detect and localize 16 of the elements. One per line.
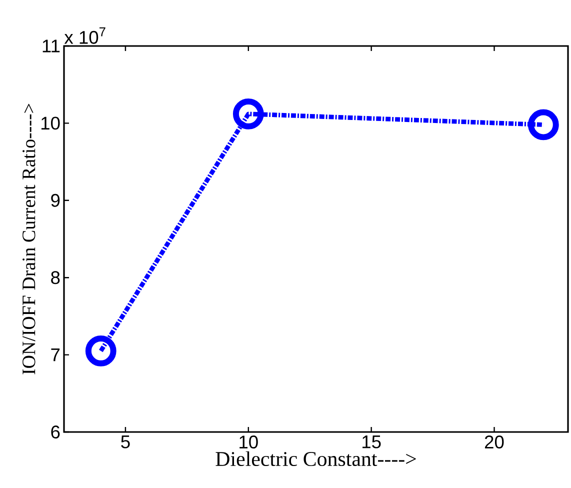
y-tick-label: 7 [51, 348, 60, 362]
text: x 10$^{7}$ [64, 27, 106, 44]
x-tick-label: 10 [240, 436, 258, 448]
x-tick-label: 20 [484, 436, 504, 448]
y-tick-label: 9 [51, 194, 60, 207]
x-axis-title: Dielectric Constant----> [216, 451, 416, 466]
y-tick-label: 11 [42, 40, 60, 52]
x-tick-label: 5 [121, 436, 130, 448]
y-tick-label: 6 [51, 426, 60, 438]
point [85, 336, 116, 366]
point [232, 98, 264, 130]
x-tick-label: 15 [362, 436, 381, 448]
point [528, 109, 559, 140]
y-tick-label: 10 [41, 116, 60, 130]
y-tick-label: 8 [51, 271, 60, 284]
y-axis-title: ION/IOFF Drain Current Ratio----> [22, 104, 36, 374]
